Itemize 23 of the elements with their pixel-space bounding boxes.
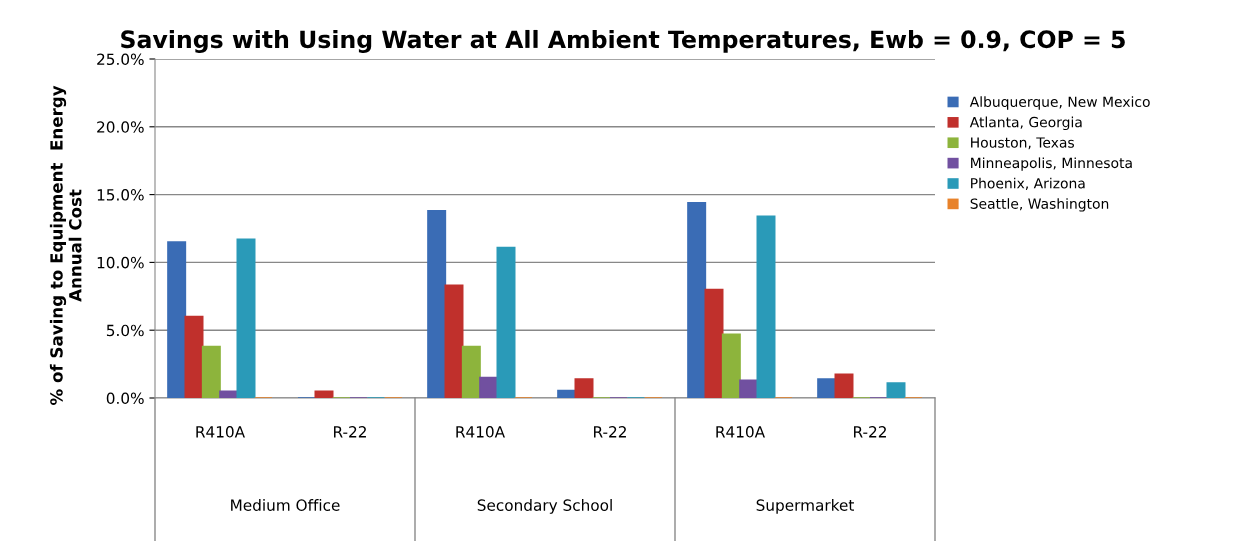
y-tick-label: 20.0%: [97, 121, 144, 133]
text: Secondary School: [477, 499, 612, 514]
legend-label: Phoenix, Arizona: [971, 177, 1085, 190]
x-tick-label: R410A: [456, 426, 505, 438]
legend-label: Seattle, Washington: [970, 198, 1109, 212]
text: Medium Office: [231, 499, 340, 511]
x-tick-label: R410A: [196, 426, 245, 438]
x-tick-label: R-22: [594, 426, 626, 438]
legend-label: Minneapolis, Minnesota: [971, 157, 1132, 171]
x-tick-label: R410A: [716, 426, 765, 438]
y-tick-label: 0.0%: [106, 392, 144, 405]
y-tick-label: 15.0%: [97, 189, 144, 201]
y-tick-label: 5.0%: [106, 324, 144, 337]
x-tick-label: R-22: [854, 426, 886, 438]
y-axis-title: % of Saving to Equipment Energy Annual Cost: [49, 85, 82, 405]
y-tick-label: 25.0%: [97, 53, 144, 66]
chart-title: Savings with Using Water at All Ambient Temperatures, Ewb = 0.9, COP = 5: [121, 29, 1125, 53]
y-tick-label: 10.0%: [97, 256, 144, 269]
text: Supermarket: [756, 499, 854, 514]
legend-label: Albuquerque, New Mexico: [969, 96, 1150, 110]
x-tick-label: R-22: [334, 426, 366, 438]
legend-label: Atlanta, Georgia: [969, 116, 1082, 131]
legend-label: Houston, Texas: [971, 137, 1074, 150]
